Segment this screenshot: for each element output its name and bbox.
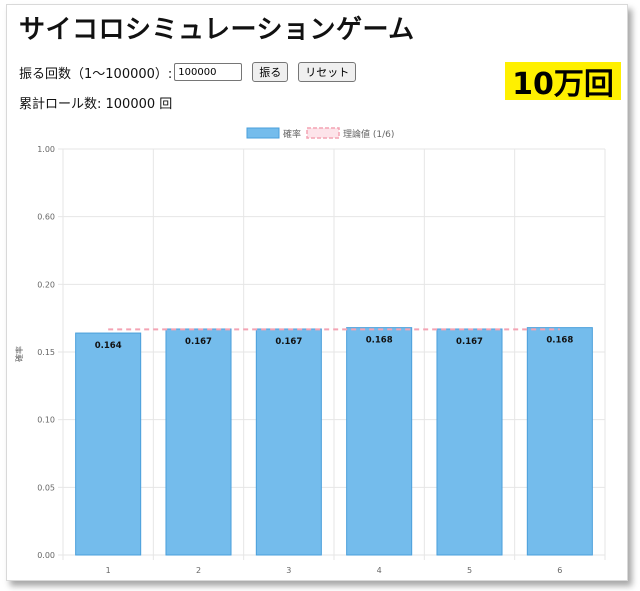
probability-bar [526, 327, 593, 556]
app-window: サイコロシミュレーションゲーム 振る回数（1〜100000）: 振る リセット … [6, 4, 628, 581]
probability-bar [346, 327, 413, 556]
x-tick-label: 6 [557, 566, 562, 575]
roll-button[interactable]: 振る [252, 62, 289, 82]
y-tick-label: 0.00 [37, 551, 55, 560]
page-title: サイコロシミュレーションゲーム [19, 15, 415, 45]
y-tick-label: 0.60 [37, 213, 55, 222]
y-tick-label: 0.05 [37, 483, 55, 492]
y-tick-label: 0.10 [37, 416, 55, 425]
bar-value-label: 0.167 [185, 337, 212, 347]
legend-label-probability: 確率 [283, 128, 301, 140]
y-tick-label: 0.15 [37, 348, 55, 357]
roll-count-badge: 10万回 [505, 62, 621, 102]
y-tick-label: 0.20 [37, 280, 55, 289]
x-tick-label: 2 [196, 566, 201, 575]
y-tick-label: 1.00 [37, 145, 55, 154]
x-tick-label: 3 [286, 566, 291, 575]
bar-value-label: 0.168 [546, 336, 573, 346]
x-tick-label: 1 [106, 566, 111, 575]
bar-value-label: 0.164 [95, 341, 122, 351]
bar-value-label: 0.167 [456, 337, 483, 347]
legend-swatch-probability [246, 127, 280, 139]
probability-chart: 確率 理論値 (1/6) 確率 1.00 0.60 0.20 0.15 0.10 0.05… [14, 127, 606, 575]
probability-bar [255, 328, 322, 556]
probability-bar [436, 328, 503, 556]
probability-bar [75, 332, 142, 556]
legend-swatch-theory [306, 127, 340, 139]
roll-controls: 振る回数（1〜100000）: 振る リセット [19, 61, 357, 83]
chart-legend: 確率 理論値 (1/6) [246, 127, 394, 140]
roll-count-input[interactable] [174, 63, 243, 81]
legend-label-theory: 理論値 (1/6) [343, 128, 394, 140]
total-rolls-text: 累計ロール数: 100000 回 [19, 97, 173, 112]
bar-value-label: 0.168 [366, 336, 393, 346]
probability-bar [165, 328, 232, 556]
bar-value-label: 0.167 [275, 337, 302, 347]
roll-count-label: 振る回数（1〜100000）: [19, 66, 173, 82]
x-tick-label: 4 [377, 566, 382, 575]
y-axis-title: 確率 [14, 346, 24, 362]
x-tick-label: 5 [467, 566, 472, 575]
reset-button[interactable]: リセット [298, 62, 357, 82]
